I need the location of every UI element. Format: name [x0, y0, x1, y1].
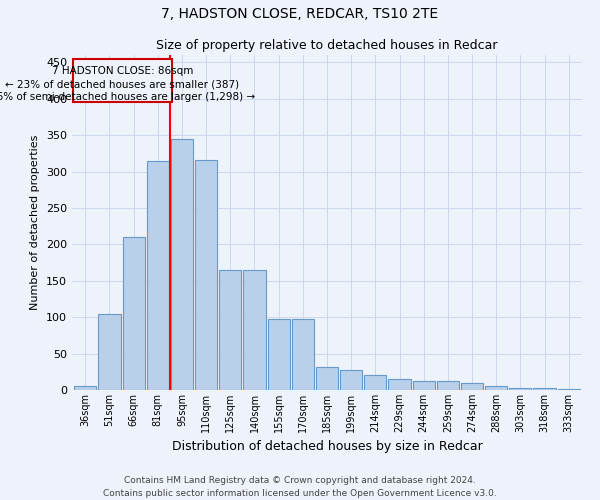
- Text: 76% of semi-detached houses are larger (1,298) →: 76% of semi-detached houses are larger (…: [0, 92, 255, 102]
- Bar: [74, 386, 97, 390]
- Bar: [388, 379, 410, 390]
- Bar: [219, 270, 241, 390]
- Bar: [340, 370, 362, 390]
- Bar: [509, 388, 532, 390]
- Bar: [195, 160, 217, 390]
- Bar: [413, 382, 435, 390]
- Bar: [533, 388, 556, 390]
- X-axis label: Distribution of detached houses by size in Redcar: Distribution of detached houses by size …: [172, 440, 482, 454]
- Text: ← 23% of detached houses are smaller (387): ← 23% of detached houses are smaller (38…: [5, 79, 239, 89]
- Bar: [98, 314, 121, 390]
- Bar: [461, 382, 483, 390]
- Text: Contains HM Land Registry data © Crown copyright and database right 2024.
Contai: Contains HM Land Registry data © Crown c…: [103, 476, 497, 498]
- Bar: [171, 138, 193, 390]
- FancyBboxPatch shape: [73, 58, 172, 102]
- Bar: [485, 386, 508, 390]
- Title: Size of property relative to detached houses in Redcar: Size of property relative to detached ho…: [156, 40, 498, 52]
- Bar: [292, 318, 314, 390]
- Bar: [268, 318, 290, 390]
- Bar: [122, 237, 145, 390]
- Y-axis label: Number of detached properties: Number of detached properties: [31, 135, 40, 310]
- Bar: [146, 160, 169, 390]
- Text: 7 HADSTON CLOSE: 86sqm: 7 HADSTON CLOSE: 86sqm: [52, 66, 193, 76]
- Bar: [364, 376, 386, 390]
- Text: 7, HADSTON CLOSE, REDCAR, TS10 2TE: 7, HADSTON CLOSE, REDCAR, TS10 2TE: [161, 8, 439, 22]
- Bar: [557, 388, 580, 390]
- Bar: [316, 366, 338, 390]
- Bar: [437, 382, 459, 390]
- Bar: [244, 270, 266, 390]
